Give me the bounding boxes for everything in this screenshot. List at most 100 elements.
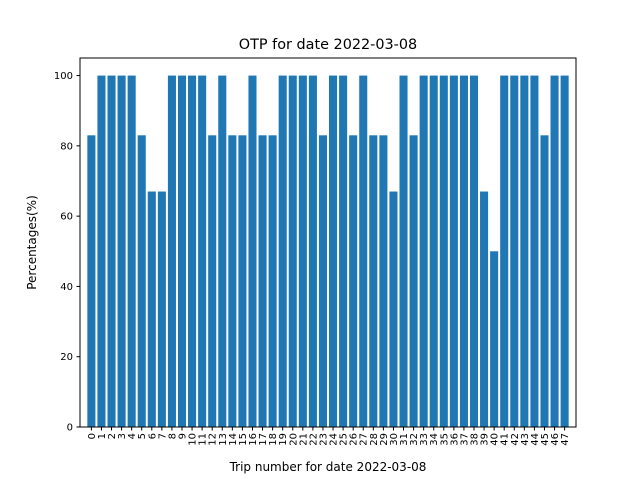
x-tick-label: 7: [157, 433, 168, 439]
bar-trip-15: [238, 135, 247, 427]
x-tick-label: 46: [550, 433, 561, 446]
x-tick-label: 16: [248, 433, 259, 446]
x-axis: 0 1 2 3 4 5 6 7 8 9 10 11 12 13 14 15 16 17 18 19 20 21 22 23 24…: [87, 427, 571, 446]
x-tick-label: 28: [369, 433, 380, 446]
x-tick-label: 33: [419, 433, 430, 446]
bar-trip-28: [369, 135, 378, 427]
bar-trip-41: [500, 75, 509, 427]
x-tick-label: 17: [258, 433, 269, 446]
bar-trip-13: [218, 75, 227, 427]
bar-trip-12: [208, 135, 217, 427]
x-tick-label: 43: [520, 433, 531, 446]
bar-trip-5: [137, 135, 146, 427]
bar-trip-2: [107, 75, 116, 427]
bar-trip-44: [530, 75, 539, 427]
x-tick-label: 40: [490, 433, 501, 446]
y-tick-label: 0: [67, 423, 73, 434]
bar-trip-45: [540, 135, 549, 427]
bar-trip-47: [560, 75, 569, 427]
bar-trip-30: [389, 191, 398, 427]
bar-trip-35: [439, 75, 448, 427]
x-tick-label: 44: [530, 433, 541, 446]
x-tick-label: 30: [389, 433, 400, 446]
bar-trip-27: [359, 75, 368, 427]
chart-title: OTP for date 2022-03-08: [239, 37, 417, 53]
x-tick-label: 19: [278, 433, 289, 446]
bar-trip-24: [329, 75, 338, 427]
bar-trip-25: [339, 75, 348, 427]
x-tick-label: 20: [288, 433, 299, 446]
bar-trip-4: [127, 75, 136, 427]
x-tick-label: 32: [409, 433, 420, 446]
bar-trip-7: [157, 191, 166, 427]
x-tick-label: 31: [399, 433, 410, 446]
x-tick-label: 29: [379, 433, 390, 446]
x-tick-label: 27: [359, 433, 370, 446]
bar-trip-37: [459, 75, 468, 427]
x-tick-label: 3: [117, 433, 128, 439]
bar-trip-0: [87, 135, 96, 427]
y-axis-label: Percentages(%): [25, 195, 39, 290]
plot-frame: [79, 57, 577, 428]
bar-trip-17: [258, 135, 267, 427]
x-tick-label: 42: [510, 433, 521, 446]
bars-layer: [87, 75, 569, 427]
x-tick-label: 24: [329, 433, 340, 446]
x-tick-label: 13: [218, 433, 229, 446]
x-tick-label: 35: [439, 433, 450, 446]
x-tick-label: 39: [480, 433, 491, 446]
x-tick-label: 34: [429, 433, 440, 446]
bar-trip-29: [379, 135, 388, 427]
bar-trip-16: [248, 75, 257, 427]
bar-trip-11: [198, 75, 207, 427]
x-tick-label: 18: [268, 433, 279, 446]
x-tick-label: 4: [127, 433, 138, 439]
bar-trip-32: [409, 135, 418, 427]
y-tick-label: 80: [60, 141, 73, 152]
bar-trip-36: [449, 75, 458, 427]
x-tick-label: 10: [188, 433, 199, 446]
y-tick-label: 20: [60, 352, 73, 363]
x-tick-label: 37: [459, 433, 470, 446]
x-tick-label: 23: [318, 433, 329, 446]
bar-trip-23: [318, 135, 327, 427]
y-tick-label: 100: [54, 71, 73, 82]
bar-trip-38: [469, 75, 479, 427]
x-tick-label: 45: [540, 433, 551, 446]
bar-trip-9: [177, 75, 187, 427]
x-tick-label: 1: [97, 433, 108, 439]
x-tick-label: 47: [560, 433, 571, 446]
x-tick-label: 26: [349, 433, 360, 446]
x-tick-label: 6: [147, 433, 158, 439]
bar-trip-40: [490, 251, 499, 427]
x-tick-label: 14: [228, 433, 239, 446]
x-tick-label: 0: [87, 433, 98, 439]
x-tick-label: 5: [137, 433, 148, 439]
bar-trip-8: [167, 75, 176, 427]
bar-trip-33: [419, 75, 428, 427]
bar-trip-31: [399, 75, 408, 427]
x-tick-label: 22: [308, 433, 319, 446]
bar-trip-26: [349, 135, 358, 427]
bar-trip-42: [510, 75, 519, 427]
bar-trip-46: [550, 75, 559, 427]
bar-trip-18: [268, 135, 277, 427]
bar-trip-1: [97, 75, 106, 427]
x-tick-label: 38: [470, 433, 481, 446]
bar-trip-6: [147, 191, 156, 427]
bar-trip-34: [429, 75, 438, 427]
bar-trip-21: [298, 75, 307, 427]
y-tick-label: 40: [60, 282, 73, 293]
x-tick-label: 36: [449, 433, 460, 446]
bar-trip-10: [188, 75, 197, 427]
bar-trip-39: [480, 191, 489, 427]
x-tick-label: 41: [500, 433, 511, 446]
x-tick-label: 15: [238, 433, 249, 446]
y-axis: 0 20 40 60 80 100: [54, 71, 80, 434]
x-tick-label: 11: [198, 433, 209, 446]
x-tick-label: 9: [177, 433, 188, 439]
bar-trip-19: [278, 75, 287, 427]
bar-trip-14: [228, 135, 237, 427]
y-tick-label: 60: [60, 212, 73, 223]
